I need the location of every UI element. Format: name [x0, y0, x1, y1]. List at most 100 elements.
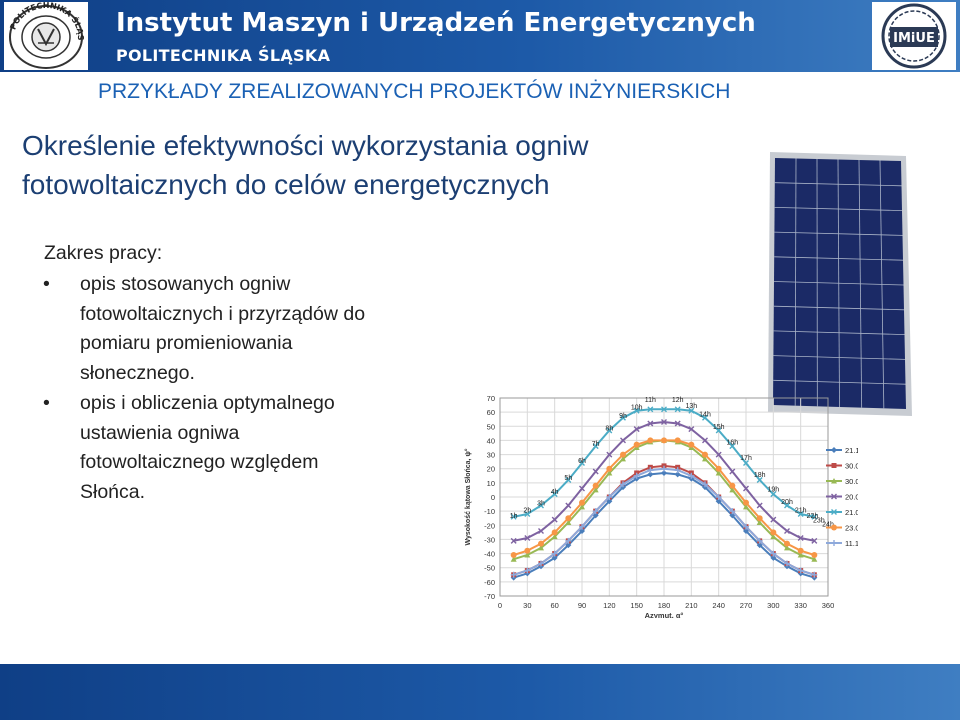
- bullet-icon: •: [43, 392, 50, 414]
- hour-label: 14h: [699, 411, 711, 418]
- data-point: [579, 460, 585, 467]
- data-point: [606, 498, 613, 505]
- data-point: [831, 493, 837, 500]
- data-point: [606, 451, 613, 458]
- legend-label: 21.12: [845, 446, 858, 455]
- data-point: [797, 510, 804, 517]
- bullet-line: fotowoltaicznych i przyrządów do: [80, 302, 366, 325]
- hour-label: 16h: [726, 440, 738, 447]
- x-tick-label: 270: [740, 601, 753, 610]
- data-point: [784, 540, 790, 547]
- data-point: [633, 472, 640, 479]
- bullet-line: fotowoltaicznego względem: [80, 451, 319, 473]
- hour-label: 1h: [510, 513, 518, 520]
- data-point: [633, 441, 640, 448]
- sun-path-chart: 70 60 50 40 30 20 10 0 -10 -20 -30 -40 -50 -60 -70 0 30 6…: [458, 390, 864, 620]
- data-point: [729, 486, 736, 493]
- data-point: [620, 437, 626, 444]
- legend-item: 30.01: [826, 462, 864, 471]
- data-point: [743, 485, 749, 492]
- data-point: [592, 468, 599, 475]
- y-tick-label: 10: [487, 479, 495, 488]
- legend-item: 23.09: [826, 524, 864, 533]
- data-point: [715, 427, 722, 434]
- hour-label: 9h: [619, 413, 627, 420]
- data-point: [811, 551, 818, 558]
- data-point: [756, 502, 763, 509]
- hour-label: 19h: [767, 486, 779, 493]
- data-point: [510, 556, 517, 562]
- data-point: [674, 406, 681, 413]
- data-point: [674, 467, 681, 474]
- data-point: [592, 486, 599, 493]
- data-point: [538, 502, 544, 509]
- data-point: [606, 494, 613, 500]
- data-point: [702, 451, 708, 458]
- data-point: [524, 510, 531, 517]
- data-point: [565, 502, 572, 509]
- data-point: [551, 554, 558, 561]
- list-item: • opis i obliczenia optymalnego ustawien…: [43, 389, 464, 507]
- data-point: [579, 523, 585, 530]
- slide-title-line-2: fotowoltaicznych do celów energetycznych: [22, 169, 550, 200]
- y-tick-label: 20: [487, 465, 495, 474]
- data-point: [510, 571, 517, 578]
- data-point: [538, 544, 544, 551]
- y-tick-label: -50: [484, 564, 495, 573]
- data-point: [674, 437, 681, 444]
- data-point: [688, 407, 695, 414]
- data-point: [811, 537, 818, 544]
- data-point: [592, 508, 599, 515]
- data-point: [715, 465, 722, 472]
- hour-label: 21h: [795, 508, 807, 515]
- scope-heading: Zakres pracy:: [44, 242, 163, 264]
- chart-legend: 21.12 30.01 30.03 20.04 21.06 23.09 11.11: [826, 446, 864, 548]
- x-tick-label: 240: [712, 601, 725, 610]
- data-point: [811, 556, 818, 562]
- y-tick-label: -40: [484, 550, 495, 559]
- y-tick-label: 30: [487, 451, 495, 460]
- series-11-11: [510, 465, 818, 578]
- data-point: [647, 406, 654, 413]
- bullet-icon: •: [43, 273, 50, 295]
- data-point: [831, 478, 837, 484]
- legend-item: 21.06: [826, 508, 864, 517]
- imiue-logo: IMiUE: [872, 2, 956, 70]
- y-tick-label: -10: [484, 507, 495, 516]
- legend-label: 23.09: [845, 524, 858, 533]
- data-point: [729, 508, 736, 515]
- data-point: [756, 542, 763, 549]
- data-point: [811, 513, 818, 520]
- data-point: [565, 477, 572, 484]
- data-point: [647, 437, 654, 444]
- body-content: Zakres pracy: • opis stosowanych ogniw f…: [43, 238, 464, 508]
- hour-label: 23h: [813, 517, 825, 524]
- data-point: [565, 519, 572, 525]
- politechnika-slaska-logo: POLITECHNIKA ŚLĄSKA: [1, 0, 88, 70]
- data-point: [565, 515, 572, 522]
- bullet-line: opis i obliczenia optymalnego: [80, 392, 335, 414]
- panel-grid: [773, 158, 906, 409]
- data-point: [702, 455, 708, 462]
- data-point: [797, 551, 804, 558]
- hour-label: 13h: [685, 403, 697, 410]
- data-point: [551, 550, 558, 557]
- data-point: [784, 502, 790, 509]
- hour-label: 18h: [754, 472, 766, 479]
- hour-label: 5h: [564, 475, 572, 482]
- data-point: [579, 503, 585, 510]
- data-point: [831, 463, 837, 468]
- y-tick-label: 50: [487, 422, 495, 431]
- data-point: [551, 516, 558, 523]
- legend-label: 11.11: [845, 539, 858, 548]
- legend-label: 30.01: [845, 462, 858, 471]
- slide-title: Określenie efektywności wykorzystania og…: [22, 126, 742, 204]
- data-point: [756, 477, 763, 484]
- data-point: [510, 537, 517, 544]
- data-point: [784, 544, 790, 551]
- institute-title: Instytut Maszyn i Urządzeń Energetycznyc…: [116, 8, 756, 38]
- data-point: [831, 524, 837, 531]
- x-tick-label: 0: [498, 601, 502, 610]
- x-tick-label: 60: [550, 601, 558, 610]
- data-point: [743, 499, 749, 506]
